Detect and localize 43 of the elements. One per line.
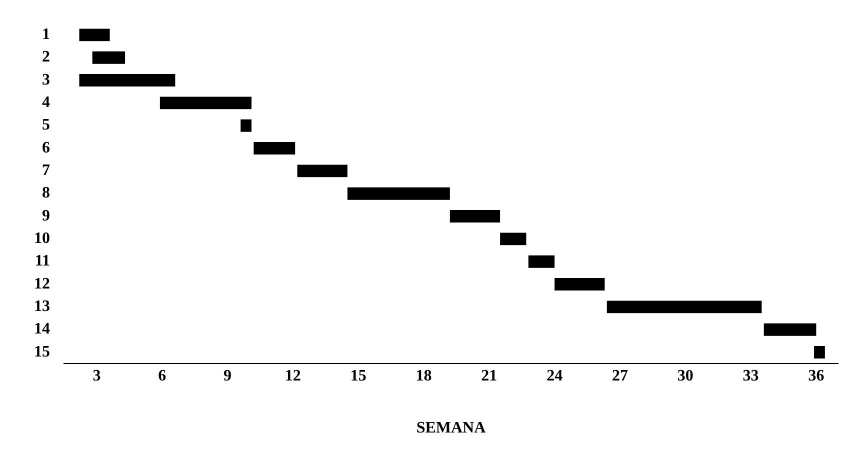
y-tick-label: 14 (34, 320, 50, 338)
x-tick-label: 18 (416, 367, 432, 384)
x-tick-label: 9 (224, 367, 232, 384)
y-tick-label: 1 (42, 26, 50, 44)
x-tick-label: 24 (546, 367, 563, 384)
y-tick-label: 15 (34, 343, 50, 360)
y-tick-label: 3 (42, 71, 50, 88)
x-tick-label: 12 (284, 367, 301, 384)
bar (450, 210, 500, 222)
x-tick-label: 33 (742, 367, 759, 384)
y-tick-label: 11 (34, 252, 50, 270)
x-tick-label: 27 (612, 367, 628, 384)
y-tick-label: 12 (34, 275, 50, 292)
bar (554, 278, 605, 290)
y-tick-label: 6 (42, 139, 50, 156)
bar (254, 142, 296, 154)
bar (814, 346, 825, 358)
y-tick-label: 9 (42, 207, 50, 224)
bar (297, 164, 348, 178)
y-tick-label: 8 (42, 184, 50, 202)
bar (79, 28, 110, 42)
bar (92, 51, 126, 64)
bar (240, 119, 252, 132)
y-tick-label: 10 (34, 230, 50, 248)
bar (606, 300, 762, 314)
bar (160, 96, 252, 110)
x-tick-label: 21 (481, 367, 498, 384)
x-tick-label: 36 (808, 367, 824, 384)
bar (528, 255, 555, 268)
x-axis-title: SEMANA (416, 420, 486, 437)
bar (79, 74, 176, 86)
bar (347, 187, 450, 200)
x-tick-label: 30 (677, 367, 694, 384)
y-tick-label: 5 (42, 116, 50, 134)
bar (500, 232, 526, 246)
y-tick-label: 2 (42, 48, 50, 66)
x-tick-label: 15 (350, 367, 366, 384)
bar (764, 323, 816, 336)
y-tick-label: 13 (34, 298, 50, 316)
x-tick-label: 6 (158, 367, 166, 384)
y-tick-label: 7 (42, 162, 50, 180)
y-tick-label: 4 (42, 94, 50, 112)
x-tick-label: 3 (92, 367, 101, 384)
